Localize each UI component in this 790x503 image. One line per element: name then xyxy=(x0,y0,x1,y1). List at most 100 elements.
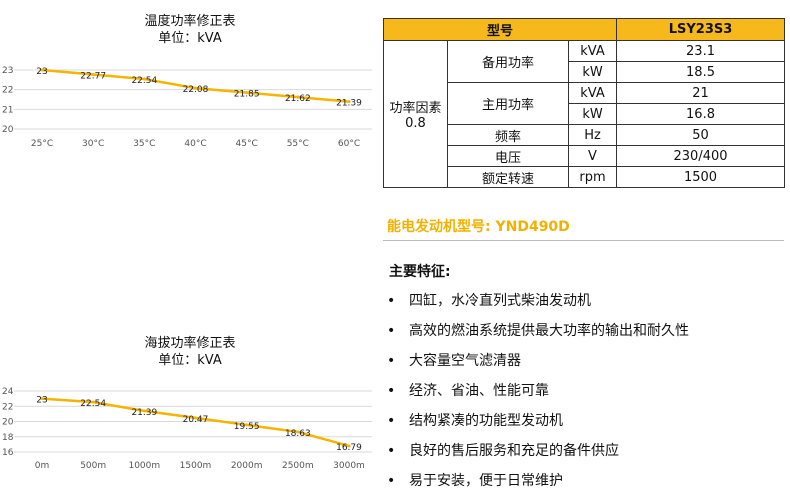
standby-kw-unit: kW xyxy=(567,61,618,83)
temp-chart-title: 温度功率修正表 单位：kVA xyxy=(80,13,300,47)
temp-chart-unit: 单位：kVA xyxy=(158,31,222,46)
voltage-label: 电压 xyxy=(447,145,569,167)
data-point xyxy=(245,423,249,427)
x-tick-label: 30°C xyxy=(82,139,104,149)
rated-speed-value: 1500 xyxy=(616,166,786,188)
power-factor-label: 功率因素 xyxy=(389,101,442,116)
prime-kw-unit: kW xyxy=(567,103,618,125)
feature-text: 良好的售后服务和充足的备件供应 xyxy=(409,443,619,459)
y-tick-label: 23 xyxy=(2,66,13,76)
section-divider xyxy=(383,240,784,241)
spec-row: kW 18.5 xyxy=(384,61,786,83)
list-item: • 经济、省油、性能可靠 xyxy=(387,380,689,410)
y-tick-label: 20 xyxy=(2,418,14,428)
spec-row: 频率 Hz 50 xyxy=(384,124,786,146)
bullet-icon: • xyxy=(387,473,396,489)
features-list: • 四缸，水冷直列式柴油发动机 • 高效的燃油系统提供最大功率的输出和耐久性 • 大容… xyxy=(387,290,689,500)
list-item: • 良好的售后服务和充足的备件供应 xyxy=(387,440,689,470)
data-point xyxy=(91,73,95,77)
bullet-icon: • xyxy=(387,293,396,309)
power-factor-value: 0.8 xyxy=(405,116,426,131)
data-point xyxy=(91,400,95,404)
data-label: 22.08 xyxy=(183,85,209,95)
feature-text: 结构紧凑的功能型发动机 xyxy=(409,413,563,429)
y-tick-label: 22 xyxy=(2,402,13,412)
data-point xyxy=(347,444,351,448)
data-point xyxy=(347,100,351,104)
data-label: 23 xyxy=(36,396,47,406)
y-tick-label: 22 xyxy=(2,86,13,96)
altitude-chart-unit: 单位：kVA xyxy=(158,353,222,368)
data-point xyxy=(142,77,146,81)
x-tick-label: 500m xyxy=(80,461,106,471)
data-label: 19.55 xyxy=(234,422,260,432)
list-item: • 四缸，水冷直列式柴油发动机 xyxy=(387,290,689,320)
x-tick-label: 55°C xyxy=(287,139,309,149)
prime-kva-value: 21 xyxy=(616,82,786,104)
data-label: 20.47 xyxy=(183,415,209,425)
list-item: • 结构紧凑的功能型发动机 xyxy=(387,410,689,440)
bullet-icon: • xyxy=(387,353,396,369)
features-title: 主要特征: xyxy=(389,264,451,280)
data-label: 18.63 xyxy=(285,429,311,439)
bullet-icon: • xyxy=(387,323,396,339)
y-tick-label: 21 xyxy=(2,105,13,115)
voltage-value: 230/400 xyxy=(616,145,786,167)
frequency-value: 50 xyxy=(616,124,786,146)
bullet-icon: • xyxy=(387,383,396,399)
data-point xyxy=(40,397,44,401)
bullet-icon: • xyxy=(387,443,396,459)
prime-power-label: 主用功率 xyxy=(447,82,569,125)
spec-row: 额定转速 rpm 1500 xyxy=(384,166,786,188)
y-tick-label: 20 xyxy=(2,125,14,135)
prime-kw-value: 16.8 xyxy=(616,103,786,125)
y-tick-label: 16 xyxy=(2,448,14,458)
data-label: 21.39 xyxy=(336,99,362,109)
data-point xyxy=(296,430,300,434)
data-label: 22.54 xyxy=(131,76,157,86)
data-label: 16.79 xyxy=(336,443,362,453)
data-label: 22.54 xyxy=(80,399,106,409)
y-tick-label: 18 xyxy=(2,433,14,443)
altitude-chart-title-text: 海拔功率修正表 xyxy=(144,336,236,351)
altitude-correction-chart: 24 22 20 18 16 23 0m 22.54 500m 21.39 1000m 20.47 15… xyxy=(2,387,372,471)
x-tick-label: 35°C xyxy=(133,139,155,149)
spec-row: kW 16.8 xyxy=(384,103,786,125)
feature-text: 易于安装，便于日常维护 xyxy=(409,473,563,489)
feature-text: 高效的燃油系统提供最大功率的输出和耐久性 xyxy=(409,323,689,339)
x-tick-label: 0m xyxy=(35,461,50,471)
data-point xyxy=(142,409,146,413)
bullet-icon: • xyxy=(387,413,396,429)
frequency-label: 频率 xyxy=(447,124,569,146)
rated-speed-unit: rpm xyxy=(567,166,618,188)
feature-text: 经济、省油、性能可靠 xyxy=(409,383,549,399)
x-tick-label: 2000m xyxy=(231,461,263,471)
x-tick-label: 60°C xyxy=(338,139,360,149)
data-point xyxy=(296,95,300,99)
list-item: • 高效的燃油系统提供最大功率的输出和耐久性 xyxy=(387,320,689,350)
x-tick-label: 1000m xyxy=(128,461,160,471)
standby-kva-value: 23.1 xyxy=(616,40,786,62)
data-label: 21.39 xyxy=(131,408,157,418)
altitude-chart-title: 海拔功率修正表 单位：kVA xyxy=(80,335,300,369)
spec-row: 功率因素 0.8 备用功率 kVA 23.1 xyxy=(383,40,786,188)
y-tick-label: 24 xyxy=(2,387,14,397)
data-label: 22.77 xyxy=(80,72,106,82)
temp-chart-title-text: 温度功率修正表 xyxy=(144,14,236,29)
prime-kva-unit: kVA xyxy=(567,82,618,104)
standby-power-label: 备用功率 xyxy=(447,40,569,83)
x-tick-label: 2500m xyxy=(282,461,314,471)
x-tick-label: 25°C xyxy=(31,139,53,149)
model-header-value: LSY23S3 xyxy=(616,18,786,41)
x-tick-label: 1500m xyxy=(180,461,212,471)
spec-table: 型号 LSY23S3 功率因素 0.8 备用功率 kVA 23.1 kW 18.… xyxy=(382,18,786,188)
model-header-label: 型号 xyxy=(382,18,618,41)
standby-kva-unit: kVA xyxy=(567,40,618,62)
data-label: 23 xyxy=(36,67,47,77)
feature-text: 大容量空气滤清器 xyxy=(409,353,521,369)
spec-row: 主用功率 kVA 21 xyxy=(384,82,786,125)
x-tick-label: 3000m xyxy=(333,461,365,471)
frequency-unit: Hz xyxy=(567,124,618,146)
power-factor-cell: 功率因素 0.8 xyxy=(383,40,448,188)
data-point xyxy=(194,416,197,420)
